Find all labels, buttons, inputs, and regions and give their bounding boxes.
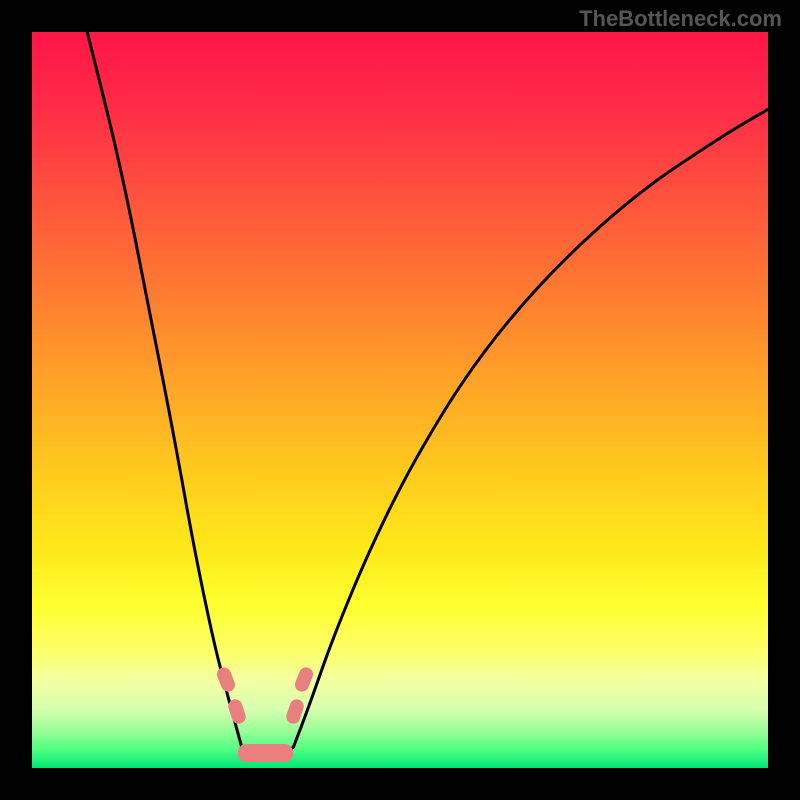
watermark-text: TheBottleneck.com xyxy=(579,6,782,32)
bottleneck-curve xyxy=(32,32,768,768)
chart-container xyxy=(32,32,768,768)
marker-valley-bottom xyxy=(238,744,293,762)
